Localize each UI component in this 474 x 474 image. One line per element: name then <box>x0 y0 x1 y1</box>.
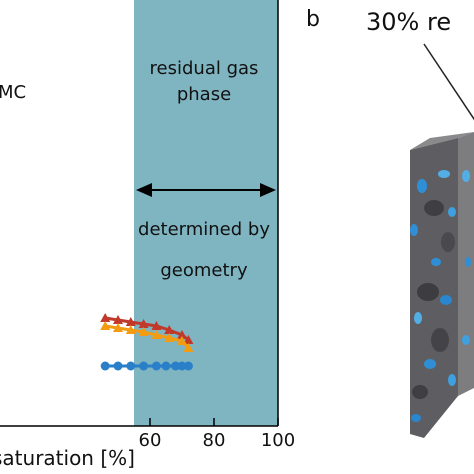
data-point-series-2 <box>177 361 187 371</box>
data-point-series-2 <box>161 361 171 371</box>
data-point-series-1 <box>100 321 111 330</box>
residual-gas-region <box>134 0 278 426</box>
data-point-series-1 <box>138 327 149 336</box>
data-point-series-1 <box>183 343 194 352</box>
data-point-series-1 <box>164 333 175 342</box>
data-point-series-2 <box>113 361 123 371</box>
data-point-series-1 <box>113 323 123 332</box>
residual-gas-label-line1: residual gas <box>150 58 259 79</box>
data-point-series-1 <box>151 330 162 339</box>
legend-fragment-label: MC <box>0 82 26 103</box>
data-point-series-1 <box>125 325 136 334</box>
ticks-layer: 60 80 100 <box>139 418 295 451</box>
series-layer <box>100 313 194 371</box>
data-point-series-0 <box>183 335 194 344</box>
data-point-series-2 <box>171 361 181 371</box>
data-point-series-0 <box>151 321 162 330</box>
panel-b-label: b <box>306 7 320 32</box>
callout-pointer <box>423 43 474 121</box>
data-point-series-2 <box>126 361 136 371</box>
data-point-series-0 <box>100 313 111 322</box>
data-point-series-2 <box>139 361 149 371</box>
x-axis-label: saturation [%] <box>0 446 135 470</box>
data-point-series-0 <box>177 330 187 339</box>
x-tick-label: 60 <box>139 430 162 451</box>
determined-by-label-line2: geometry <box>160 260 248 281</box>
data-point-series-0 <box>113 315 123 324</box>
data-point-series-0 <box>125 317 136 326</box>
data-point-series-0 <box>164 325 175 334</box>
residual-gas-label-line2: phase <box>177 84 231 105</box>
determined-by-label-line1: determined by <box>138 219 270 240</box>
x-tick-label: 80 <box>203 430 226 451</box>
double-arrow-icon <box>136 183 276 197</box>
panel-b-callout: 30% re <box>366 8 451 36</box>
data-point-series-2 <box>183 361 193 371</box>
porous-block-illustration <box>410 132 474 438</box>
x-tick-label: 100 <box>261 430 295 451</box>
data-point-series-2 <box>151 361 161 371</box>
data-point-series-1 <box>177 336 187 345</box>
data-point-series-0 <box>138 319 149 328</box>
data-point-series-2 <box>100 361 110 371</box>
